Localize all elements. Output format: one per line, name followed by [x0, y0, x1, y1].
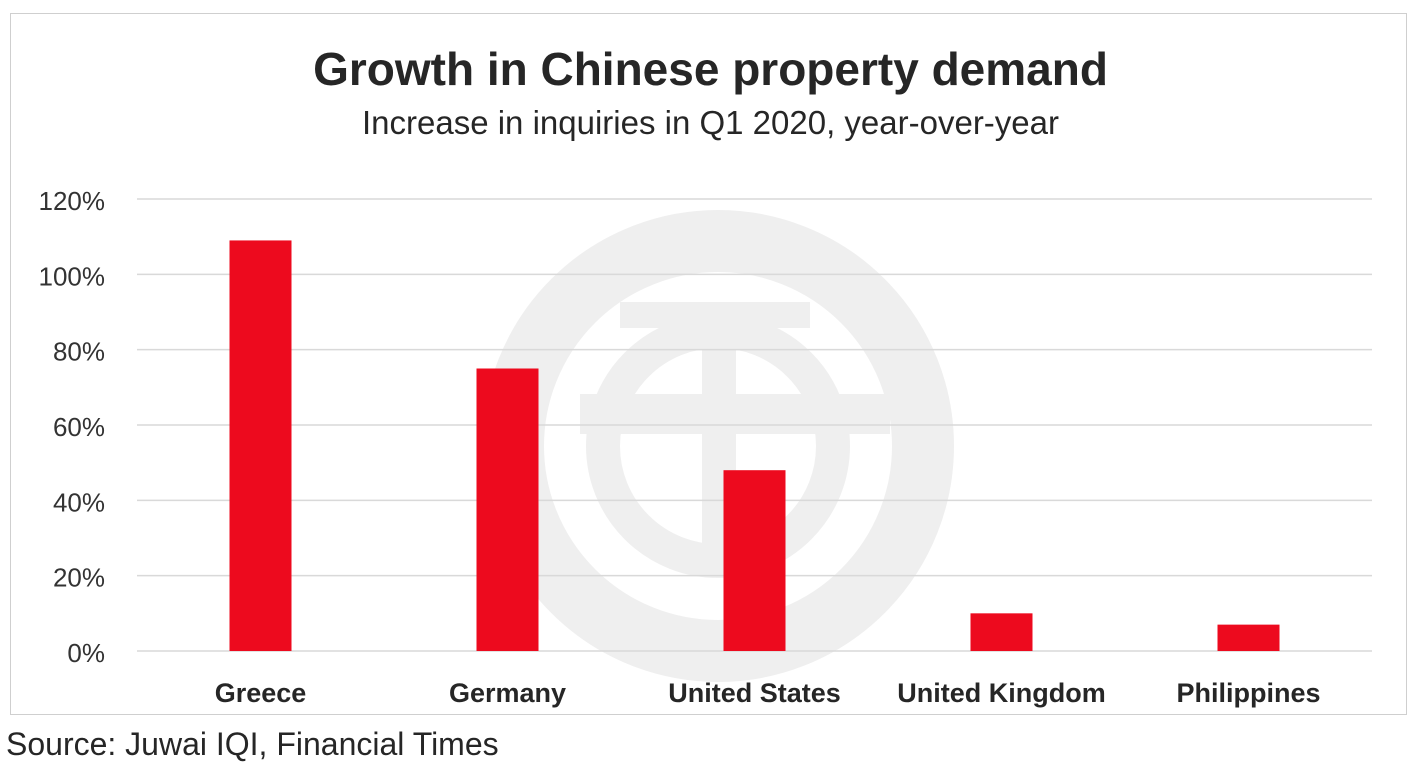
- bar: [1217, 624, 1280, 651]
- y-tick-label: 80%: [53, 337, 105, 367]
- y-tick-label: 120%: [39, 186, 106, 216]
- chart-subtitle: Increase in inquiries in Q1 2020, year-o…: [361, 104, 1059, 141]
- bar: [723, 470, 786, 651]
- y-tick-label: 40%: [53, 487, 105, 517]
- chart-frame: [10, 13, 1407, 715]
- y-tick-label: 60%: [53, 412, 105, 442]
- x-tick-label: United Kingdom: [897, 678, 1105, 708]
- y-tick-label: 20%: [53, 563, 105, 593]
- y-tick-label: 0%: [67, 638, 105, 668]
- bar: [229, 240, 292, 651]
- x-tick-label: Philippines: [1176, 678, 1320, 708]
- chart-title: Growth in Chinese property demand: [313, 43, 1108, 95]
- x-tick-label: Greece: [215, 678, 307, 708]
- source-note: Source: Juwai IQI, Financial Times: [6, 726, 499, 762]
- bar: [970, 613, 1033, 651]
- y-tick-label: 100%: [39, 261, 106, 291]
- x-tick-label: United States: [668, 678, 841, 708]
- bar: [476, 368, 539, 651]
- juwai-logo-icon: [482, 210, 954, 682]
- x-tick-label: Germany: [449, 678, 566, 708]
